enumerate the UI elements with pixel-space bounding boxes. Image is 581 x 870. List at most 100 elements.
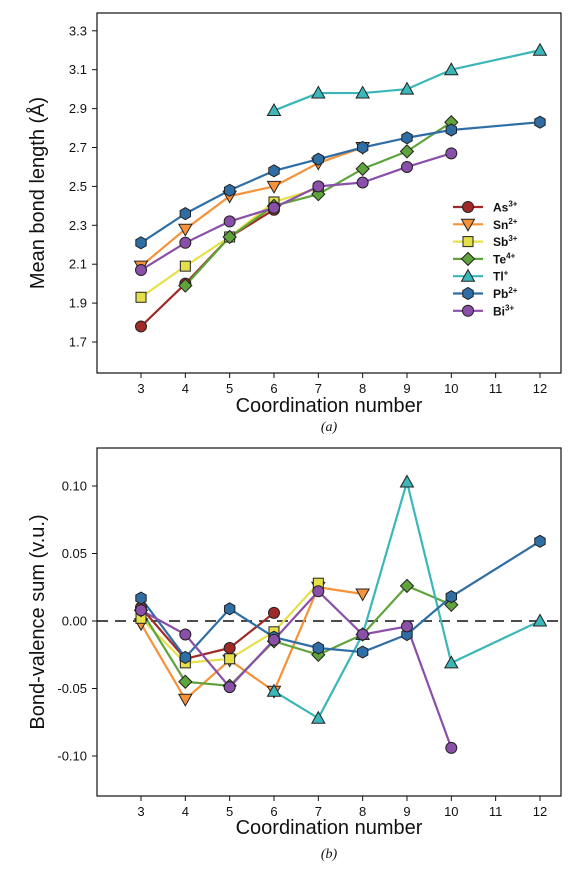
data-point-bi: [400, 620, 413, 633]
data-point-bi: [223, 681, 236, 694]
panel-b-x-axis-label: Coordination number: [236, 817, 423, 839]
data-point-bi: [267, 633, 280, 646]
series-line-sn: [140, 586, 363, 701]
data-point-pb: [312, 641, 325, 655]
data-point-bi: [356, 176, 369, 189]
legend-marker-bi: [462, 304, 474, 317]
legend-label-bi: Bi3+: [493, 303, 514, 318]
legend-item-bi: Bi3+: [453, 303, 514, 318]
legend-charge-te: 4+: [506, 251, 515, 260]
y-tick-label: -0.10: [57, 749, 87, 764]
data-point-te: [222, 229, 237, 245]
data-point-sn: [355, 588, 371, 602]
data-point-as: [267, 606, 280, 619]
legend-item-as: As3+: [453, 200, 518, 215]
data-point-pb: [445, 590, 458, 604]
y-tick-label: 3.1: [69, 62, 87, 77]
data-point-sn: [177, 223, 193, 237]
panel-a-x-axis-label: Coordination number: [236, 395, 423, 417]
data-point-tl: [532, 613, 548, 627]
legend-marker-pb: [462, 286, 474, 301]
series-line-te: [184, 121, 452, 287]
y-tick-label: 2.5: [69, 179, 87, 194]
x-tick-label: 12: [533, 804, 547, 819]
legend-label-pb: Pb2+: [493, 286, 518, 301]
legend-label-sb: Sb3+: [493, 234, 518, 249]
data-point-pb: [445, 123, 458, 137]
panel-a-caption: (a): [321, 420, 338, 435]
legend-charge-sb: 3+: [508, 234, 517, 243]
data-point-te: [178, 278, 193, 293]
data-point-sn: [266, 180, 282, 194]
legend-marker-sb: [462, 236, 474, 248]
data-point-tl: [310, 710, 326, 724]
panel-a-plot-frame: [96, 12, 562, 374]
data-point-tl: [532, 42, 548, 56]
data-point-pb: [401, 131, 413, 145]
data-point-bi: [445, 147, 458, 160]
panel-b-caption: (b): [321, 847, 338, 862]
legend-charge-as: 3+: [508, 200, 517, 209]
x-tick-label: 5: [226, 804, 233, 819]
data-point-tl: [399, 474, 415, 488]
series-line-te: [140, 584, 452, 687]
data-point-pb: [135, 591, 147, 605]
legend-marker-tl: [460, 268, 476, 282]
series-line-tl: [273, 480, 541, 720]
x-tick-label: 7: [315, 804, 322, 819]
x-tick-label: 5: [226, 381, 233, 396]
legend-label-tl: Tl+: [493, 269, 509, 284]
legend-charge-pb: 2+: [508, 286, 517, 295]
x-tick-label: 9: [403, 804, 410, 819]
data-point-bi: [179, 628, 192, 641]
data-point-bi: [223, 215, 236, 228]
data-point-as: [223, 642, 236, 654]
data-point-te: [355, 161, 370, 177]
data-point-tl: [266, 103, 282, 117]
data-point-pb: [135, 236, 147, 250]
legend: As3+ Sn2+ Sb3+ Te4+ Tl+ Pb2+ Bi3+: [453, 200, 518, 318]
data-point-te: [444, 597, 459, 613]
legend-marker-as: [462, 201, 474, 213]
data-point-tl: [310, 85, 326, 99]
panel-b-plot-frame: [96, 447, 562, 797]
legend-charge-bi: 3+: [505, 303, 514, 312]
x-tick-label: 4: [182, 804, 189, 819]
x-tick-label: 12: [533, 381, 547, 396]
legend-charge-tl: +: [504, 269, 509, 278]
legend-marker-te: [460, 251, 476, 267]
x-tick-label: 8: [359, 804, 366, 819]
series-line-bi: [140, 590, 453, 749]
legend-label-te: Te4+: [493, 251, 516, 266]
legend-item-pb: Pb2+: [453, 286, 518, 301]
x-tick-label: 10: [444, 804, 458, 819]
panel-b-bond-valence-sum: 3 4 5 6 7 8 9 10 11 12 -0.10 -0.05 0.00 0.05 0.10 Coor…: [27, 447, 562, 862]
data-point-pb: [312, 152, 325, 166]
series-line-as: [140, 208, 275, 328]
y-tick-label: 0.00: [62, 614, 87, 629]
y-tick-label: 0.05: [62, 546, 87, 561]
data-point-pb: [179, 207, 192, 221]
data-point-pb: [179, 650, 192, 665]
data-point-bi: [312, 585, 325, 598]
data-point-sb: [179, 260, 191, 272]
y-tick-label: 2.7: [69, 140, 87, 155]
panel-a-mean-bond-length: 3 4 5 6 7 8 9 10 11 12 1.7 1.9 2.1 2.3 2.5 2.7 2.9 3.1 3.3…: [26, 12, 562, 435]
panel-b-y-axis-label: Bond-valence sum (v.u.): [27, 514, 49, 729]
data-point-pb: [223, 602, 236, 616]
legend-item-tl: Tl+: [453, 268, 509, 284]
x-tick-label: 11: [489, 381, 503, 396]
data-point-sb: [135, 291, 147, 303]
legend-marker-sn: [460, 218, 476, 232]
legend-label-sn: Sn2+: [493, 217, 518, 232]
x-tick-label: 9: [403, 381, 410, 396]
x-tick-label: 8: [359, 381, 366, 396]
y-tick-label: 2.9: [69, 101, 87, 116]
data-point-bi: [135, 264, 147, 277]
data-point-bi: [267, 201, 280, 214]
data-point-bi: [445, 741, 458, 754]
x-tick-label: 6: [270, 804, 277, 819]
series-line-tl: [273, 49, 541, 112]
data-point-te: [399, 578, 415, 594]
